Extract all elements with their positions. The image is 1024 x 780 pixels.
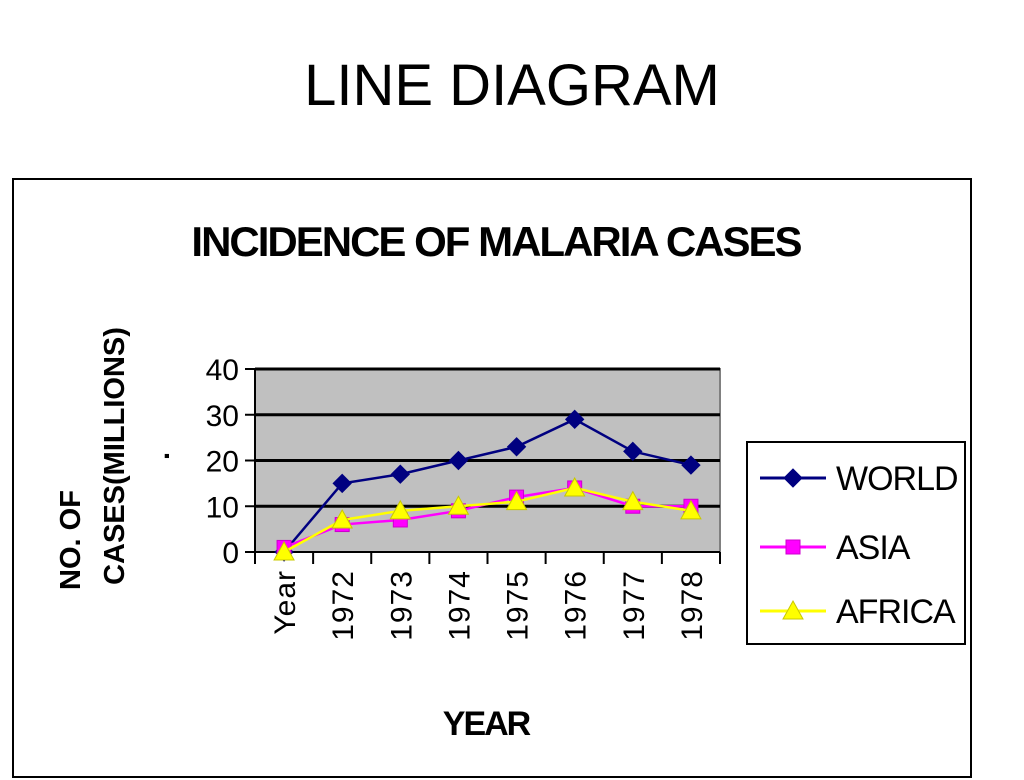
- legend: WORLD ASIA AFRICA: [746, 441, 966, 645]
- x-tick-labels: Year 1972 1973 1974 1975 1976 1977 1978: [269, 570, 709, 641]
- y-tick-label: 40: [206, 354, 239, 387]
- x-tick-label: 1972: [327, 570, 360, 641]
- legend-marker: [785, 539, 801, 555]
- series-line-world: [283, 417, 692, 553]
- data-point-world: [448, 450, 469, 471]
- legend-label: AFRICA: [836, 593, 956, 631]
- y-axis-title-line1: NO. OF: [55, 490, 87, 590]
- series-africa: [273, 476, 702, 561]
- slide-title: LINE DIAGRAM: [304, 53, 720, 118]
- y-tick-labels: 0 10 20 30 40: [206, 354, 239, 570]
- data-point-world: [681, 455, 701, 475]
- chart-title: INCIDENCE OF MALARIA CASES: [191, 218, 801, 265]
- data-point-africa: [389, 499, 412, 520]
- y-axis-title-suffix: .: [144, 452, 176, 460]
- y-tick-label: 10: [206, 491, 239, 524]
- x-tick-label: Year: [269, 570, 302, 635]
- x-tick-label: 1976: [560, 570, 593, 641]
- legend-marker: [783, 468, 803, 488]
- legend-marker: [782, 599, 804, 620]
- x-tick-label: 1977: [618, 570, 651, 641]
- data-point-africa: [447, 495, 470, 515]
- y-tick-label: 0: [222, 537, 239, 570]
- x-axis-title: YEAR: [443, 705, 531, 743]
- x-tick-label: 1973: [385, 570, 418, 641]
- data-point-africa: [331, 508, 354, 529]
- series-layer: [273, 409, 702, 562]
- legend-item-asia: ASIA: [760, 529, 912, 567]
- line-chart: INCIDENCE OF MALARIA CASES NO. OF CASES(…: [55, 218, 966, 743]
- data-point-africa: [563, 476, 586, 497]
- data-point-world: [564, 409, 585, 430]
- x-tick-label: 1974: [443, 570, 476, 641]
- legend-item-world: WORLD: [760, 460, 959, 498]
- y-tick-label: 30: [206, 400, 239, 433]
- data-point-world: [332, 473, 352, 494]
- x-tick-label: 1978: [676, 570, 709, 641]
- data-point-africa: [621, 490, 644, 511]
- legend-label: WORLD: [836, 460, 958, 498]
- legend-item-africa: AFRICA: [760, 593, 957, 631]
- data-point-africa: [505, 490, 528, 511]
- y-axis-title-line2: CASES(MILLIONS): [99, 327, 131, 585]
- data-point-africa: [273, 540, 295, 561]
- y-tick-label: 20: [206, 446, 239, 479]
- y-axis-title: NO. OF CASES(MILLIONS) .: [55, 327, 176, 590]
- series-line-africa: [283, 486, 692, 554]
- data-point-africa: [680, 499, 702, 520]
- x-tick-label: 1975: [502, 570, 535, 641]
- data-point-world: [623, 441, 643, 462]
- axes: [245, 368, 721, 564]
- data-point-world: [390, 464, 411, 484]
- legend-label: ASIA: [836, 529, 911, 567]
- data-point-world: [506, 437, 527, 457]
- chart-frame: INCIDENCE OF MALARIA CASES NO. OF CASES(…: [12, 178, 972, 778]
